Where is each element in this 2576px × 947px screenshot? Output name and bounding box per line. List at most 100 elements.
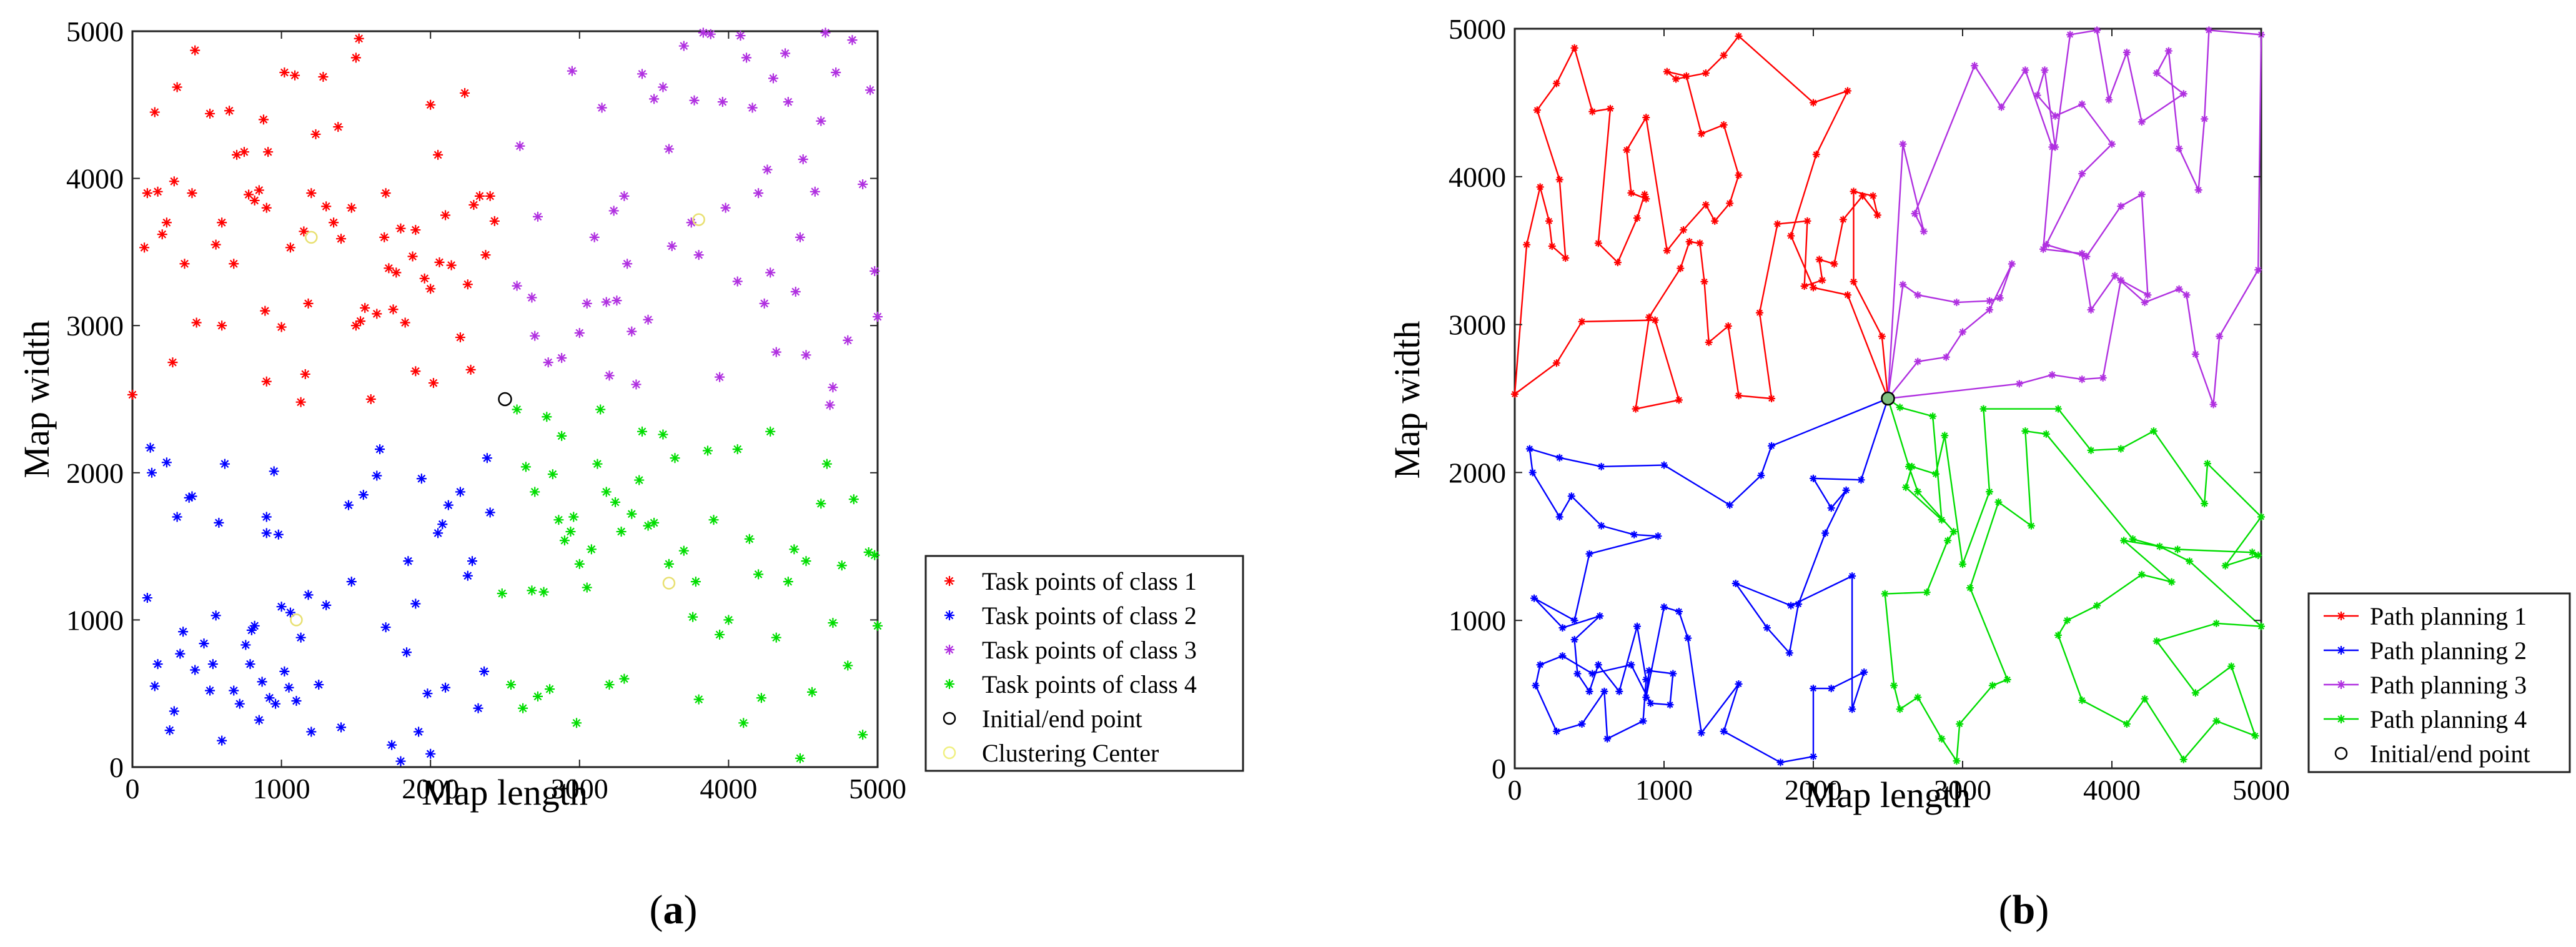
panel-b-data-point xyxy=(2087,446,2095,454)
panel-a-data-point xyxy=(261,528,272,538)
panel-b-data-point xyxy=(1684,634,1692,642)
panel-b-data-point xyxy=(1953,299,1961,307)
panel-b-data-point xyxy=(1941,432,1949,440)
panel-a-data-point xyxy=(346,577,357,587)
panel-a-data-point xyxy=(410,366,421,377)
panel-b-data-point xyxy=(1651,316,1659,324)
panel-a-data-point xyxy=(765,267,776,278)
panel-b-data-point xyxy=(1511,390,1518,398)
panel-a-data-point xyxy=(702,445,713,456)
panel-b-data-point xyxy=(1528,469,1537,477)
panel-a-y-axis-label: Map width xyxy=(16,320,57,478)
panel-a-y-tick-label: 1000 xyxy=(66,604,124,636)
panel-a-data-point xyxy=(765,426,776,437)
panel-b-y-tick-label: 3000 xyxy=(1449,309,1506,341)
panel-b-data-point xyxy=(1810,284,1817,292)
panel-a-data-point xyxy=(831,67,841,77)
panel-a-data-point xyxy=(557,353,567,364)
panel-b-data-point xyxy=(1899,280,1907,289)
panel-b-y-tick-label: 1000 xyxy=(1449,605,1506,637)
panel-b-data-point xyxy=(1545,217,1553,225)
panel-a-data-point xyxy=(698,27,708,38)
panel-a-data-point xyxy=(663,558,674,569)
panel-b-legend-marker xyxy=(2337,612,2346,620)
panel-b-data-point xyxy=(1682,72,1690,80)
panel-a-data-point xyxy=(455,487,465,497)
panel-a-data-point xyxy=(747,102,758,113)
panel-b-data-point xyxy=(1675,607,1683,615)
panel-b-data-point xyxy=(1666,701,1674,709)
panel-a-data-point xyxy=(858,179,868,190)
panel-b-data-point xyxy=(2227,662,2236,670)
panel-b-path-line-1 xyxy=(1513,35,1889,410)
panel-b-data-point xyxy=(2149,427,2157,435)
panel-b-legend-marker xyxy=(2337,680,2346,689)
panel-a-legend-marker xyxy=(944,576,954,586)
panel-a-task-points-scatter: 0 1000 2000 3000 4000 5000 0 1000 2000 3000 4000 50… xyxy=(16,16,1244,933)
panel-b-data-point xyxy=(1615,687,1623,695)
panel-b-y-tick-label: 0 xyxy=(1492,753,1506,785)
panel-a-data-point xyxy=(462,570,473,581)
panel-a-data-point xyxy=(801,350,811,360)
panel-a-data-point xyxy=(468,200,479,211)
panel-a-legend-label: Task points of class 4 xyxy=(982,670,1197,698)
panel-b-data-point xyxy=(2248,548,2256,557)
panel-a-data-point xyxy=(762,164,773,175)
panel-a-data-point xyxy=(279,666,290,677)
panel-a-series-3 xyxy=(512,27,883,410)
panel-a-data-point xyxy=(310,129,321,139)
panel-a-x-axis-label: Map length xyxy=(422,772,588,813)
panel-a-data-point xyxy=(756,693,766,703)
panel-b-legend-label: Initial/end point xyxy=(2370,740,2530,768)
panel-b-data-point xyxy=(1850,187,1858,196)
panel-a-data-point xyxy=(532,211,543,222)
panel-b-data-point xyxy=(1938,735,1946,743)
panel-b-data-point xyxy=(2194,186,2202,194)
panel-b-data-point xyxy=(2201,115,2209,123)
panel-b-data-point xyxy=(2015,380,2023,388)
panel-b-data-point xyxy=(1726,501,1734,509)
panel-b-data-point xyxy=(2191,350,2199,358)
panel-a-data-point xyxy=(279,67,290,77)
panel-a-data-point xyxy=(152,659,163,670)
panel-a-data-point xyxy=(816,498,826,509)
panel-b-data-point xyxy=(1914,693,1922,702)
panel-a-data-point xyxy=(336,722,347,733)
panel-a-data-point xyxy=(771,632,781,643)
panel-b-data-point xyxy=(1632,405,1640,413)
panel-a-data-point xyxy=(350,52,361,63)
panel-b-data-point xyxy=(2078,375,2086,384)
panel-a-legend-item-3: Task points of class 3 xyxy=(944,636,1197,664)
panel-a-data-point xyxy=(595,404,606,415)
panel-a-data-point xyxy=(783,577,793,587)
panel-a-data-point xyxy=(759,298,770,309)
panel-a-data-point xyxy=(142,593,152,603)
panel-a-data-point xyxy=(686,217,696,228)
panel-a-data-point xyxy=(372,309,382,319)
panel-a-data-point xyxy=(753,188,764,199)
panel-b-data-point xyxy=(1735,392,1743,400)
panel-a-data-point xyxy=(547,469,558,480)
panel-a-data-point xyxy=(462,279,473,290)
panel-b-data-point xyxy=(1642,195,1650,203)
panel-b-legend-item-4: Path planning 4 xyxy=(2324,705,2527,733)
panel-a-data-point xyxy=(187,188,197,199)
panel-b-path-line-4 xyxy=(1884,398,2264,763)
panel-a-data-point xyxy=(732,444,743,455)
panel-b-x-axis-label: Map length xyxy=(1805,775,1971,815)
panel-b-data-point xyxy=(1633,622,1641,630)
panel-b-data-point xyxy=(2087,305,2095,314)
panel-b-data-point xyxy=(1785,649,1793,657)
panel-b-data-point xyxy=(1959,560,1966,568)
panel-a-data-point xyxy=(395,223,406,234)
panel-a-x-tick-label: 5000 xyxy=(849,773,906,805)
panel-b-data-point xyxy=(1660,461,1668,469)
panel-b-data-point xyxy=(1858,192,1866,200)
panel-b-data-point xyxy=(1696,239,1704,247)
panel-a-data-point xyxy=(295,632,306,643)
panel-a-data-point xyxy=(678,545,689,556)
panel-a-data-point xyxy=(175,648,186,659)
panel-b-data-point xyxy=(1630,530,1638,538)
panel-a-data-point xyxy=(574,558,585,569)
panel-b-data-point xyxy=(2138,118,2146,126)
